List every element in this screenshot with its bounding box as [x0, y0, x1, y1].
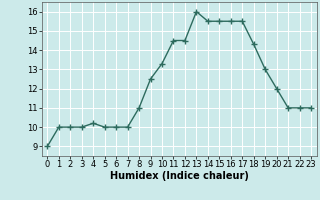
X-axis label: Humidex (Indice chaleur): Humidex (Indice chaleur) — [110, 171, 249, 181]
